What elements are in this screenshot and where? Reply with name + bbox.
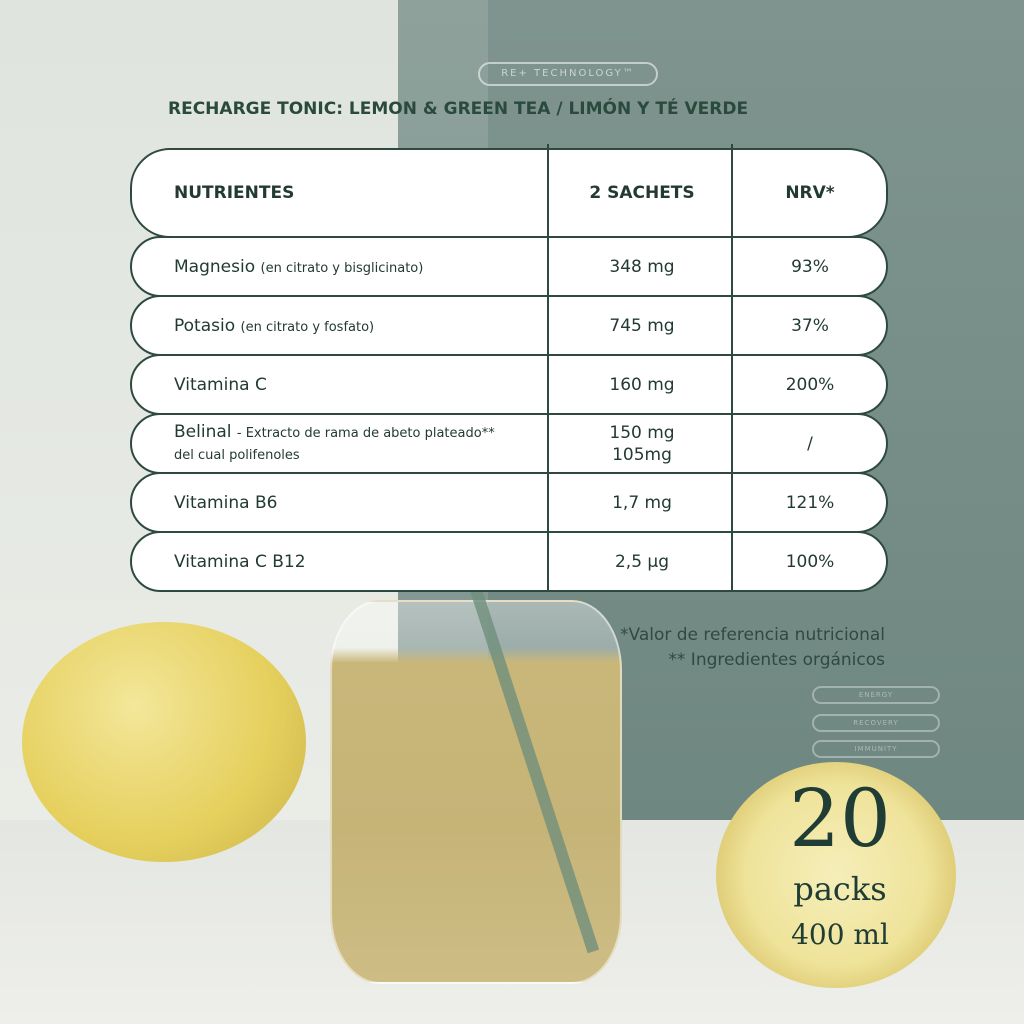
pack-count: 20	[789, 772, 891, 865]
footnote-nrv: *Valor de referencia nutricional	[620, 625, 885, 645]
table-header: NUTRIENTES 2 SACHETS NRV*	[130, 148, 888, 238]
nutrient-name: Vitamina C B12	[174, 551, 306, 572]
nutrient-amount: 745 mg	[609, 315, 675, 336]
nutrient-name: Magnesio	[174, 256, 256, 277]
table-row: Potasio (en citrato y fosfato) 745 mg 37…	[130, 295, 888, 356]
table-row: Vitamina C 160 mg 200%	[130, 354, 888, 415]
column-divider	[731, 144, 733, 590]
package-pill: IMMUNITY	[812, 740, 940, 758]
nutrient-detail: (en citrato y fosfato)	[240, 319, 375, 335]
table-row: Belinal - Extracto de rama de abeto plat…	[130, 413, 888, 474]
nutrient-nrv: 37%	[791, 315, 829, 336]
nutrient-amount: 348 mg	[609, 256, 675, 277]
nutrient-name: Potasio	[174, 315, 236, 336]
nutrient-amount: 2,5 µg	[614, 551, 670, 572]
nutrient-sub: del cual polifenoles	[174, 447, 300, 463]
package-label: RE+ TECHNOLOGY™	[478, 62, 658, 86]
nutrient-amount-sub: 105mg	[612, 444, 672, 465]
nutrient-nrv: 100%	[785, 551, 835, 572]
column-divider	[547, 144, 549, 590]
product-title: RECHARGE TONIC: LEMON & GREEN TEA / LIMÓ…	[168, 99, 749, 119]
nutrient-amount: 160 mg	[609, 374, 675, 395]
lemon-image	[22, 622, 306, 862]
glass-image	[330, 600, 622, 984]
nutrient-amount: 1,7 mg	[612, 492, 672, 513]
table-row: Vitamina C B12 2,5 µg 100%	[130, 531, 888, 592]
half-lemon-image	[716, 762, 956, 988]
nutrient-nrv: /	[807, 433, 813, 454]
nutrient-nrv: 93%	[791, 256, 829, 277]
pack-unit: packs	[793, 870, 887, 908]
table-row: Vitamina B6 1,7 mg 121%	[130, 472, 888, 533]
pack-volume: 400 ml	[791, 918, 889, 951]
nutrient-nrv: 121%	[785, 492, 835, 513]
nutrient-amount: 150 mg	[609, 422, 675, 443]
header-nrv: NRV*	[785, 183, 835, 203]
header-nutrients: NUTRIENTES	[174, 183, 295, 203]
nutrient-name: Vitamina B6	[174, 492, 278, 513]
nutrient-detail: (en citrato y bisglicinato)	[260, 260, 424, 276]
package-pill: RECOVERY	[812, 714, 940, 732]
header-amount: 2 SACHETS	[589, 183, 695, 203]
nutrient-name: Vitamina C	[174, 374, 267, 395]
nutrition-table: NUTRIENTES 2 SACHETS NRV* Magnesio (en c…	[130, 148, 888, 592]
nutrient-detail: - Extracto de rama de abeto plateado**	[236, 425, 495, 441]
nutrient-nrv: 200%	[785, 374, 835, 395]
nutrient-name: Belinal	[174, 421, 232, 442]
footnote-organic: ** Ingredientes orgánicos	[668, 650, 885, 670]
table-row: Magnesio (en citrato y bisglicinato) 348…	[130, 236, 888, 297]
package-pill: ENERGY	[812, 686, 940, 704]
